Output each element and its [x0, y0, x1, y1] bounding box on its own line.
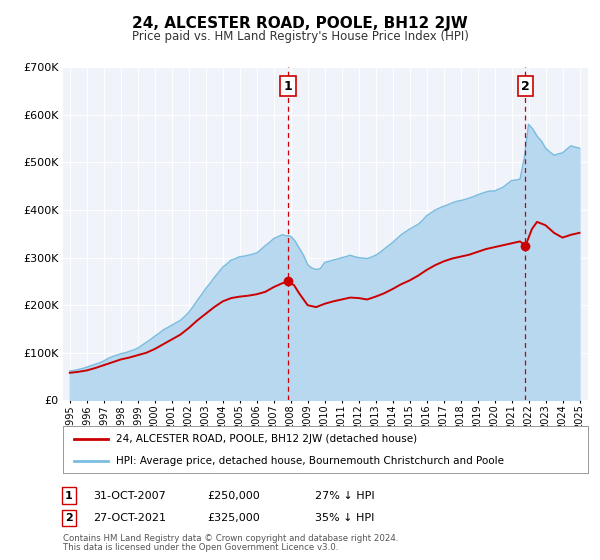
Text: 1: 1	[283, 80, 292, 93]
Text: 1: 1	[65, 491, 73, 501]
Text: 24, ALCESTER ROAD, POOLE, BH12 2JW: 24, ALCESTER ROAD, POOLE, BH12 2JW	[132, 16, 468, 31]
Text: £250,000: £250,000	[207, 491, 260, 501]
Text: Contains HM Land Registry data © Crown copyright and database right 2024.: Contains HM Land Registry data © Crown c…	[63, 534, 398, 543]
Text: £325,000: £325,000	[207, 513, 260, 523]
Text: Price paid vs. HM Land Registry's House Price Index (HPI): Price paid vs. HM Land Registry's House …	[131, 30, 469, 43]
Text: HPI: Average price, detached house, Bournemouth Christchurch and Poole: HPI: Average price, detached house, Bour…	[115, 456, 503, 466]
Text: 27-OCT-2021: 27-OCT-2021	[93, 513, 166, 523]
Text: 35% ↓ HPI: 35% ↓ HPI	[315, 513, 374, 523]
Text: 24, ALCESTER ROAD, POOLE, BH12 2JW (detached house): 24, ALCESTER ROAD, POOLE, BH12 2JW (deta…	[115, 434, 416, 444]
Text: 31-OCT-2007: 31-OCT-2007	[93, 491, 166, 501]
Text: This data is licensed under the Open Government Licence v3.0.: This data is licensed under the Open Gov…	[63, 543, 338, 552]
Text: 2: 2	[65, 513, 73, 523]
Text: 27% ↓ HPI: 27% ↓ HPI	[315, 491, 374, 501]
Text: 2: 2	[521, 80, 530, 93]
